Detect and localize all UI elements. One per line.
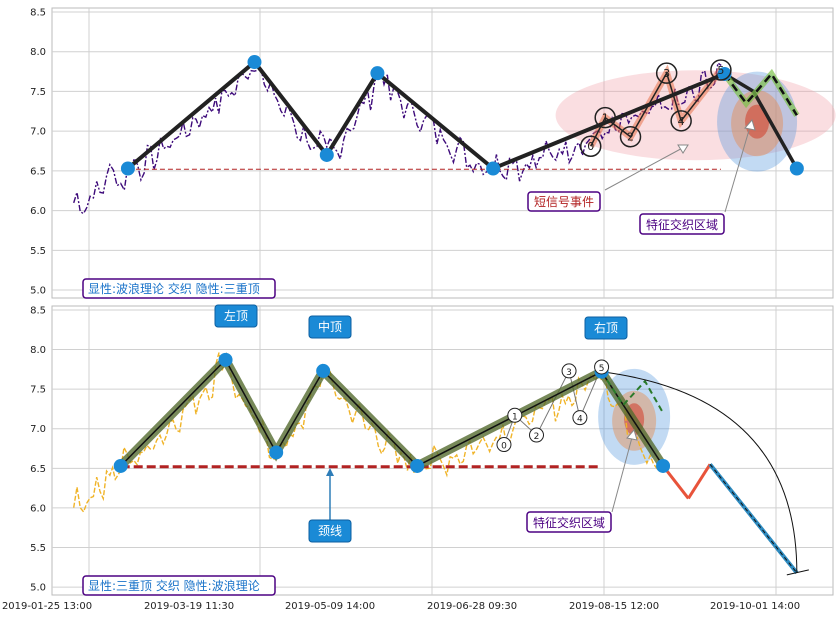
top-label: 右顶 bbox=[594, 320, 618, 335]
wave-number-circle bbox=[561, 363, 577, 379]
x-tick-label: 2019-08-15 12:00 bbox=[569, 601, 659, 612]
y-tick-label: 8.0 bbox=[30, 47, 46, 58]
wave-number-circle bbox=[572, 410, 588, 426]
feature-zone-red bbox=[745, 104, 770, 139]
short-signal-box bbox=[527, 191, 601, 212]
top-label: 左顶 bbox=[224, 308, 248, 323]
plot-frame bbox=[51, 7, 834, 299]
y-tick-label: 5.0 bbox=[30, 583, 46, 594]
top-label: 中顶 bbox=[318, 319, 342, 334]
y-tick-label: 8.5 bbox=[30, 7, 46, 18]
top-label-box bbox=[584, 316, 628, 340]
x-tick-label: 2019-01-25 13:00 bbox=[2, 601, 92, 612]
panel-top: 5.0 5.5 6.0 6.5 7.0 7.5 8.0 8.5 0 1 2 3 4 5 显性:波浪理论 交织… bbox=[30, 7, 836, 299]
wave-number-label: 2 bbox=[534, 432, 540, 442]
neck-label: 颈线 bbox=[318, 524, 342, 538]
pivot-point bbox=[247, 55, 262, 70]
x-tick-label: 2019-10-01 14:00 bbox=[710, 601, 800, 612]
signal-arrow-line bbox=[604, 144, 689, 191]
feature-zone-box bbox=[639, 213, 725, 235]
y-tick-label: 5.5 bbox=[30, 246, 46, 257]
wave-number-label: 4 bbox=[678, 115, 685, 128]
y-tick-label: 6.0 bbox=[30, 206, 46, 217]
signal-arrow-head bbox=[677, 144, 689, 154]
feature-arrow-head bbox=[626, 428, 638, 441]
wave-number-label: 3 bbox=[566, 368, 572, 378]
y-tick-label: 7.0 bbox=[30, 424, 46, 435]
wave-number-label: 0 bbox=[501, 442, 507, 452]
wave-number-circle bbox=[594, 359, 610, 375]
pivot-point bbox=[370, 66, 385, 81]
wave-number-circle bbox=[529, 427, 545, 443]
pivot-point bbox=[410, 458, 425, 473]
feature-zone-label: 特征交织区域 bbox=[533, 515, 605, 530]
projection-dash bbox=[709, 464, 798, 574]
projection-end-tick bbox=[786, 569, 809, 576]
x-tick-label: 2019-05-09 14:00 bbox=[285, 601, 375, 612]
wave-number-label: 1 bbox=[512, 412, 518, 422]
feature-arrow-line bbox=[611, 429, 635, 513]
wave-line bbox=[126, 59, 726, 171]
wave-number-label: 2 bbox=[627, 131, 634, 144]
y-tick-label: 7.0 bbox=[30, 127, 46, 138]
wave-number-circle bbox=[619, 125, 642, 148]
wave-number-circle bbox=[496, 437, 512, 453]
wave-number-label: 5 bbox=[599, 364, 605, 374]
pivot-point bbox=[120, 161, 135, 176]
short-signal-label: 短信号事件 bbox=[534, 195, 594, 209]
y-tick-label: 6.5 bbox=[30, 166, 46, 177]
y-tick-label: 8.0 bbox=[30, 345, 46, 356]
wave-number-circle bbox=[655, 62, 678, 84]
projection-arc bbox=[601, 371, 798, 573]
pivot-point bbox=[269, 445, 284, 460]
wave-number-label: 3 bbox=[663, 67, 670, 80]
y-tick-label: 5.5 bbox=[30, 543, 46, 554]
wave-number-circle bbox=[507, 407, 523, 423]
y-tick-label: 7.5 bbox=[30, 87, 46, 98]
dashed-projection bbox=[723, 71, 798, 116]
pivot-point bbox=[218, 352, 233, 367]
pivot-point bbox=[486, 161, 501, 176]
wave-number-circle bbox=[710, 59, 732, 81]
caption-box bbox=[82, 278, 276, 299]
caption-text: 显性:波浪理论 交织 隐性:三重顶 bbox=[88, 281, 260, 296]
wave-number-label: 4 bbox=[577, 415, 583, 425]
caption-box bbox=[82, 575, 276, 596]
y-tick-label: 6.0 bbox=[30, 503, 46, 514]
pink-zone bbox=[555, 70, 836, 161]
feature-zone-box bbox=[526, 511, 612, 533]
feature-arrow-head bbox=[744, 118, 756, 131]
wave-number-circle bbox=[670, 110, 692, 132]
top-label-box bbox=[308, 315, 352, 339]
feature-zone-label: 特征交织区域 bbox=[646, 217, 718, 232]
y-tick-label: 8.5 bbox=[30, 305, 46, 316]
wave-number-label: 1 bbox=[602, 112, 609, 125]
pivot-point bbox=[316, 363, 331, 378]
y-tick-label: 7.5 bbox=[30, 385, 46, 396]
projection-up bbox=[687, 463, 712, 500]
wave-number-circle bbox=[594, 106, 616, 129]
wave-number-label: 5 bbox=[717, 64, 724, 77]
pivot-point bbox=[113, 458, 128, 473]
feature-arrow-line bbox=[724, 119, 753, 213]
panel-bottom: 5.0 5.5 6.0 6.5 7.0 7.5 8.0 8.5 2019-01-25 13:00… bbox=[2, 304, 834, 612]
pivot-point bbox=[319, 147, 334, 162]
pivot-point bbox=[789, 161, 804, 176]
green-dashed-projection bbox=[600, 371, 664, 414]
top-label-box bbox=[214, 304, 258, 328]
wave-number-circle bbox=[579, 135, 602, 157]
x-tick-label: 2019-03-19 11:30 bbox=[144, 601, 234, 612]
neck-arrow-head bbox=[326, 468, 334, 476]
y-tick-label: 5.0 bbox=[30, 286, 46, 297]
caption-text: 显性:三重顶 交织 隐性:波浪理论 bbox=[88, 578, 260, 593]
y-tick-label: 6.5 bbox=[30, 464, 46, 475]
pivot-point bbox=[656, 458, 671, 473]
wave-number-label: 0 bbox=[587, 140, 594, 153]
x-tick-label: 2019-06-28 09:30 bbox=[427, 601, 517, 612]
neck-label-box bbox=[308, 519, 352, 543]
